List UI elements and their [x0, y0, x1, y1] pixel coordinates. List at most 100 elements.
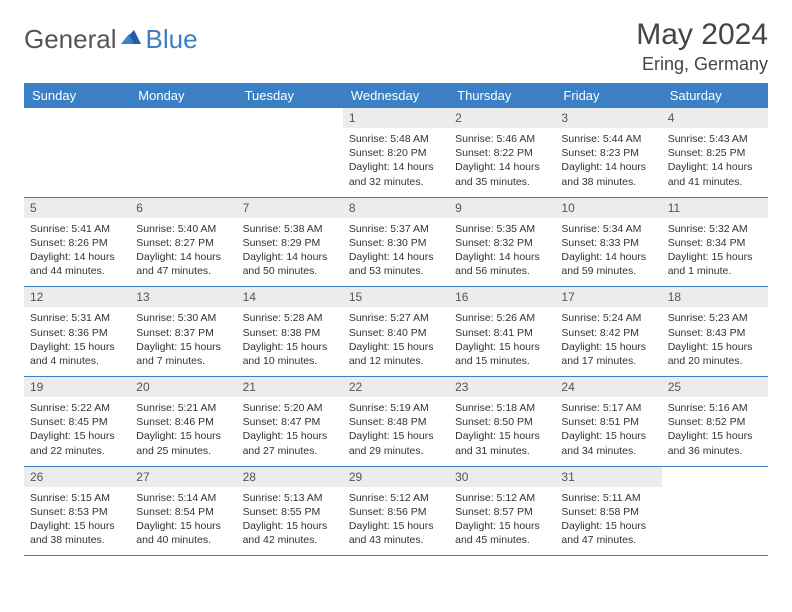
weekday-header: Wednesday [343, 83, 449, 108]
calendar-cell: 18Sunrise: 5:23 AMSunset: 8:43 PMDayligh… [662, 287, 768, 377]
day-number: 18 [662, 287, 768, 307]
day-content: Sunrise: 5:41 AMSunset: 8:26 PMDaylight:… [24, 218, 130, 287]
daylight-text: Daylight: 15 hours and 31 minutes. [455, 429, 549, 457]
sunset-text: Sunset: 8:48 PM [349, 415, 443, 429]
sunset-text: Sunset: 8:42 PM [561, 326, 655, 340]
sunset-text: Sunset: 8:27 PM [136, 236, 230, 250]
sunset-text: Sunset: 8:29 PM [243, 236, 337, 250]
day-content: Sunrise: 5:30 AMSunset: 8:37 PMDaylight:… [130, 307, 236, 376]
day-number: 11 [662, 198, 768, 218]
calendar-table: SundayMondayTuesdayWednesdayThursdayFrid… [24, 83, 768, 556]
sunrise-text: Sunrise: 5:32 AM [668, 222, 762, 236]
day-number: 2 [449, 108, 555, 128]
daylight-text: Daylight: 15 hours and 17 minutes. [561, 340, 655, 368]
sunset-text: Sunset: 8:58 PM [561, 505, 655, 519]
sunrise-text: Sunrise: 5:43 AM [668, 132, 762, 146]
calendar-cell: 4Sunrise: 5:43 AMSunset: 8:25 PMDaylight… [662, 108, 768, 197]
sunset-text: Sunset: 8:50 PM [455, 415, 549, 429]
daylight-text: Daylight: 15 hours and 25 minutes. [136, 429, 230, 457]
daylight-text: Daylight: 15 hours and 38 minutes. [30, 519, 124, 547]
day-number: 6 [130, 198, 236, 218]
daylight-text: Daylight: 15 hours and 40 minutes. [136, 519, 230, 547]
weekday-header: Friday [555, 83, 661, 108]
day-content: Sunrise: 5:38 AMSunset: 8:29 PMDaylight:… [237, 218, 343, 287]
calendar-cell [237, 108, 343, 197]
daylight-text: Daylight: 14 hours and 59 minutes. [561, 250, 655, 278]
day-content: Sunrise: 5:14 AMSunset: 8:54 PMDaylight:… [130, 487, 236, 556]
weekday-header: Sunday [24, 83, 130, 108]
day-content: Sunrise: 5:35 AMSunset: 8:32 PMDaylight:… [449, 218, 555, 287]
sunset-text: Sunset: 8:23 PM [561, 146, 655, 160]
sunrise-text: Sunrise: 5:46 AM [455, 132, 549, 146]
daylight-text: Daylight: 15 hours and 36 minutes. [668, 429, 762, 457]
calendar-cell: 9Sunrise: 5:35 AMSunset: 8:32 PMDaylight… [449, 197, 555, 287]
calendar-cell: 21Sunrise: 5:20 AMSunset: 8:47 PMDayligh… [237, 377, 343, 467]
day-number: 24 [555, 377, 661, 397]
daylight-text: Daylight: 15 hours and 29 minutes. [349, 429, 443, 457]
calendar-body: 1Sunrise: 5:48 AMSunset: 8:20 PMDaylight… [24, 108, 768, 556]
sunset-text: Sunset: 8:22 PM [455, 146, 549, 160]
daylight-text: Daylight: 15 hours and 34 minutes. [561, 429, 655, 457]
sunset-text: Sunset: 8:56 PM [349, 505, 443, 519]
calendar-cell: 15Sunrise: 5:27 AMSunset: 8:40 PMDayligh… [343, 287, 449, 377]
day-number: 22 [343, 377, 449, 397]
day-number: 13 [130, 287, 236, 307]
day-number: 26 [24, 467, 130, 487]
day-number: 1 [343, 108, 449, 128]
sunrise-text: Sunrise: 5:27 AM [349, 311, 443, 325]
day-content: Sunrise: 5:23 AMSunset: 8:43 PMDaylight:… [662, 307, 768, 376]
sunrise-text: Sunrise: 5:35 AM [455, 222, 549, 236]
sunset-text: Sunset: 8:46 PM [136, 415, 230, 429]
sunset-text: Sunset: 8:52 PM [668, 415, 762, 429]
calendar-cell: 11Sunrise: 5:32 AMSunset: 8:34 PMDayligh… [662, 197, 768, 287]
sunset-text: Sunset: 8:53 PM [30, 505, 124, 519]
calendar-week: 19Sunrise: 5:22 AMSunset: 8:45 PMDayligh… [24, 377, 768, 467]
day-number [130, 108, 236, 126]
page-title: May 2024 [636, 18, 768, 52]
calendar-cell [24, 108, 130, 197]
day-content: Sunrise: 5:24 AMSunset: 8:42 PMDaylight:… [555, 307, 661, 376]
daylight-text: Daylight: 15 hours and 15 minutes. [455, 340, 549, 368]
sunrise-text: Sunrise: 5:13 AM [243, 491, 337, 505]
sunrise-text: Sunrise: 5:48 AM [349, 132, 443, 146]
sunset-text: Sunset: 8:25 PM [668, 146, 762, 160]
calendar-cell: 20Sunrise: 5:21 AMSunset: 8:46 PMDayligh… [130, 377, 236, 467]
sunrise-text: Sunrise: 5:12 AM [455, 491, 549, 505]
logo-text-2: Blue [146, 24, 198, 55]
day-number: 17 [555, 287, 661, 307]
day-content [662, 485, 768, 543]
sunset-text: Sunset: 8:40 PM [349, 326, 443, 340]
day-content: Sunrise: 5:22 AMSunset: 8:45 PMDaylight:… [24, 397, 130, 466]
day-content: Sunrise: 5:19 AMSunset: 8:48 PMDaylight:… [343, 397, 449, 466]
day-content: Sunrise: 5:16 AMSunset: 8:52 PMDaylight:… [662, 397, 768, 466]
sunset-text: Sunset: 8:33 PM [561, 236, 655, 250]
daylight-text: Daylight: 14 hours and 50 minutes. [243, 250, 337, 278]
daylight-text: Daylight: 14 hours and 32 minutes. [349, 160, 443, 188]
sunset-text: Sunset: 8:38 PM [243, 326, 337, 340]
daylight-text: Daylight: 15 hours and 10 minutes. [243, 340, 337, 368]
day-content: Sunrise: 5:12 AMSunset: 8:57 PMDaylight:… [449, 487, 555, 556]
day-content: Sunrise: 5:46 AMSunset: 8:22 PMDaylight:… [449, 128, 555, 197]
day-content [237, 126, 343, 184]
day-number: 23 [449, 377, 555, 397]
sunset-text: Sunset: 8:26 PM [30, 236, 124, 250]
sunrise-text: Sunrise: 5:16 AM [668, 401, 762, 415]
sunrise-text: Sunrise: 5:23 AM [668, 311, 762, 325]
daylight-text: Daylight: 15 hours and 47 minutes. [561, 519, 655, 547]
daylight-text: Daylight: 14 hours and 53 minutes. [349, 250, 443, 278]
sunrise-text: Sunrise: 5:17 AM [561, 401, 655, 415]
day-content: Sunrise: 5:12 AMSunset: 8:56 PMDaylight:… [343, 487, 449, 556]
day-content [24, 126, 130, 184]
calendar-cell: 10Sunrise: 5:34 AMSunset: 8:33 PMDayligh… [555, 197, 661, 287]
daylight-text: Daylight: 14 hours and 41 minutes. [668, 160, 762, 188]
day-content: Sunrise: 5:11 AMSunset: 8:58 PMDaylight:… [555, 487, 661, 556]
sunset-text: Sunset: 8:45 PM [30, 415, 124, 429]
day-content: Sunrise: 5:20 AMSunset: 8:47 PMDaylight:… [237, 397, 343, 466]
day-number: 31 [555, 467, 661, 487]
sunset-text: Sunset: 8:47 PM [243, 415, 337, 429]
daylight-text: Daylight: 15 hours and 7 minutes. [136, 340, 230, 368]
sunset-text: Sunset: 8:36 PM [30, 326, 124, 340]
calendar-head: SundayMondayTuesdayWednesdayThursdayFrid… [24, 83, 768, 108]
day-number: 14 [237, 287, 343, 307]
day-number: 5 [24, 198, 130, 218]
